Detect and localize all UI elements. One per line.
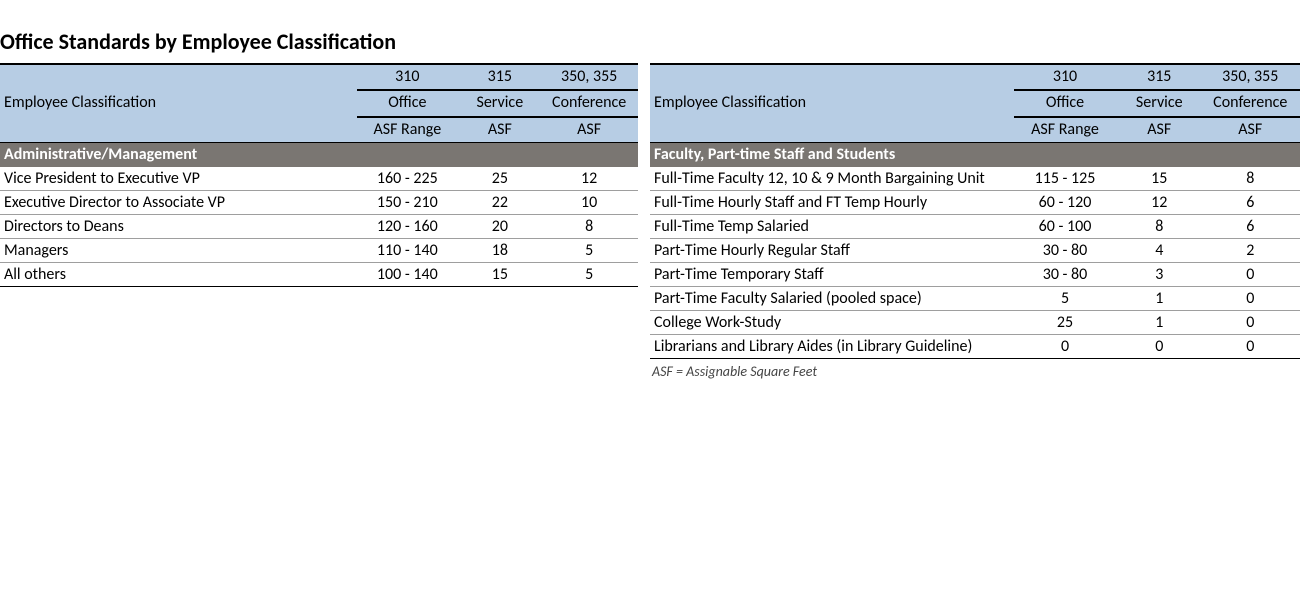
cell-conference: 5 — [542, 263, 638, 287]
col-header-c2-code: 315 — [1118, 64, 1203, 90]
page-title: Office Standards by Employee Classificat… — [0, 28, 1300, 55]
table-row: Part-Time Hourly Regular Staff30 - 8042 — [650, 239, 1300, 263]
table-row: Full-Time Temp Salaried60 - 10086 — [650, 215, 1300, 239]
cell-service: 15 — [459, 263, 542, 287]
cell-office: 30 - 80 — [1014, 239, 1118, 263]
col-header-c1-unit: ASF Range — [357, 117, 459, 143]
col-header-c1-code: 310 — [357, 64, 459, 90]
table-row: Directors to Deans120 - 160208 — [0, 215, 638, 239]
table-row: Part-Time Temporary Staff30 - 8030 — [650, 263, 1300, 287]
cell-service: 1 — [1118, 287, 1203, 311]
col-header-c3-code: 350, 355 — [542, 64, 638, 90]
table-row: Managers110 - 140185 — [0, 239, 638, 263]
table-admin: Employee Classification 310 315 350, 355… — [0, 63, 638, 287]
cell-service: 12 — [1118, 191, 1203, 215]
table-row: Full-Time Hourly Staff and FT Temp Hourl… — [650, 191, 1300, 215]
section-label: Faculty, Part-time Staff and Students — [650, 143, 1300, 167]
cell-conference: 6 — [1203, 215, 1300, 239]
cell-service: 20 — [459, 215, 542, 239]
cell-label: Full-Time Faculty 12, 10 & 9 Month Barga… — [650, 167, 1014, 191]
col-header-label: Employee Classification — [650, 64, 1014, 143]
cell-conference: 12 — [542, 167, 638, 191]
right-block: Employee Classification 310 315 350, 355… — [650, 63, 1300, 380]
col-header-c2-name: Service — [1118, 90, 1203, 116]
cell-conference: 0 — [1203, 311, 1300, 335]
cell-service: 18 — [459, 239, 542, 263]
col-header-c3-code: 350, 355 — [1203, 64, 1300, 90]
cell-conference: 6 — [1203, 191, 1300, 215]
table-row: All others100 - 140155 — [0, 263, 638, 287]
col-header-c2-unit: ASF — [459, 117, 542, 143]
col-header-c1-name: Office — [357, 90, 459, 116]
col-header-c2-unit: ASF — [1118, 117, 1203, 143]
cell-label: Part-Time Faculty Salaried (pooled space… — [650, 287, 1014, 311]
cell-service: 0 — [1118, 335, 1203, 359]
footnote: ASF = Assignable Square Feet — [650, 363, 1300, 380]
cell-service: 1 — [1118, 311, 1203, 335]
cell-service: 15 — [1118, 167, 1203, 191]
cell-office: 100 - 140 — [357, 263, 459, 287]
cell-label: Managers — [0, 239, 357, 263]
cell-conference: 0 — [1203, 287, 1300, 311]
cell-office: 60 - 120 — [1014, 191, 1118, 215]
table-row: College Work-Study2510 — [650, 311, 1300, 335]
col-header-c3-unit: ASF — [1203, 117, 1300, 143]
cell-label: Part-Time Hourly Regular Staff — [650, 239, 1014, 263]
table-row: Part-Time Faculty Salaried (pooled space… — [650, 287, 1300, 311]
cell-service: 4 — [1118, 239, 1203, 263]
table-row: Vice President to Executive VP160 - 2252… — [0, 167, 638, 191]
table-body-left: Administrative/ManagementVice President … — [0, 143, 638, 287]
col-header-c1-unit: ASF Range — [1014, 117, 1118, 143]
cell-label: Directors to Deans — [0, 215, 357, 239]
cell-conference: 10 — [542, 191, 638, 215]
cell-label: Part-Time Temporary Staff — [650, 263, 1014, 287]
table-row: Executive Director to Associate VP150 - … — [0, 191, 638, 215]
cell-service: 3 — [1118, 263, 1203, 287]
cell-office: 5 — [1014, 287, 1118, 311]
cell-office: 160 - 225 — [357, 167, 459, 191]
col-header-c1-code: 310 — [1014, 64, 1118, 90]
col-header-c3-unit: ASF — [542, 117, 638, 143]
cell-conference: 8 — [542, 215, 638, 239]
table-row: Full-Time Faculty 12, 10 & 9 Month Barga… — [650, 167, 1300, 191]
tables-container: Employee Classification 310 315 350, 355… — [0, 63, 1300, 380]
cell-conference: 8 — [1203, 167, 1300, 191]
cell-label: Full-Time Temp Salaried — [650, 215, 1014, 239]
col-header-c2-name: Service — [459, 90, 542, 116]
cell-office: 60 - 100 — [1014, 215, 1118, 239]
col-header-c3-name: Conference — [1203, 90, 1300, 116]
cell-service: 25 — [459, 167, 542, 191]
cell-label: Vice President to Executive VP — [0, 167, 357, 191]
cell-office: 120 - 160 — [357, 215, 459, 239]
cell-label: Executive Director to Associate VP — [0, 191, 357, 215]
col-header-c2-code: 315 — [459, 64, 542, 90]
col-header-c3-name: Conference — [542, 90, 638, 116]
cell-label: Full-Time Hourly Staff and FT Temp Hourl… — [650, 191, 1014, 215]
table-header: Employee Classification 310 315 350, 355… — [650, 64, 1300, 143]
cell-label: All others — [0, 263, 357, 287]
section-row: Faculty, Part-time Staff and Students — [650, 143, 1300, 167]
cell-office: 150 - 210 — [357, 191, 459, 215]
cell-service: 8 — [1118, 215, 1203, 239]
cell-office: 115 - 125 — [1014, 167, 1118, 191]
cell-conference: 0 — [1203, 263, 1300, 287]
col-header-c1-name: Office — [1014, 90, 1118, 116]
cell-label: College Work-Study — [650, 311, 1014, 335]
table-faculty: Employee Classification 310 315 350, 355… — [650, 63, 1300, 359]
cell-label: Librarians and Library Aides (in Library… — [650, 335, 1014, 359]
cell-office: 110 - 140 — [357, 239, 459, 263]
cell-office: 30 - 80 — [1014, 263, 1118, 287]
table-row: Librarians and Library Aides (in Library… — [650, 335, 1300, 359]
cell-service: 22 — [459, 191, 542, 215]
section-row: Administrative/Management — [0, 143, 638, 167]
col-header-label: Employee Classification — [0, 64, 357, 143]
cell-office: 25 — [1014, 311, 1118, 335]
cell-office: 0 — [1014, 335, 1118, 359]
cell-conference: 5 — [542, 239, 638, 263]
table-header: Employee Classification 310 315 350, 355… — [0, 64, 638, 143]
cell-conference: 0 — [1203, 335, 1300, 359]
section-label: Administrative/Management — [0, 143, 638, 167]
table-body-right: Faculty, Part-time Staff and StudentsFul… — [650, 143, 1300, 359]
cell-conference: 2 — [1203, 239, 1300, 263]
